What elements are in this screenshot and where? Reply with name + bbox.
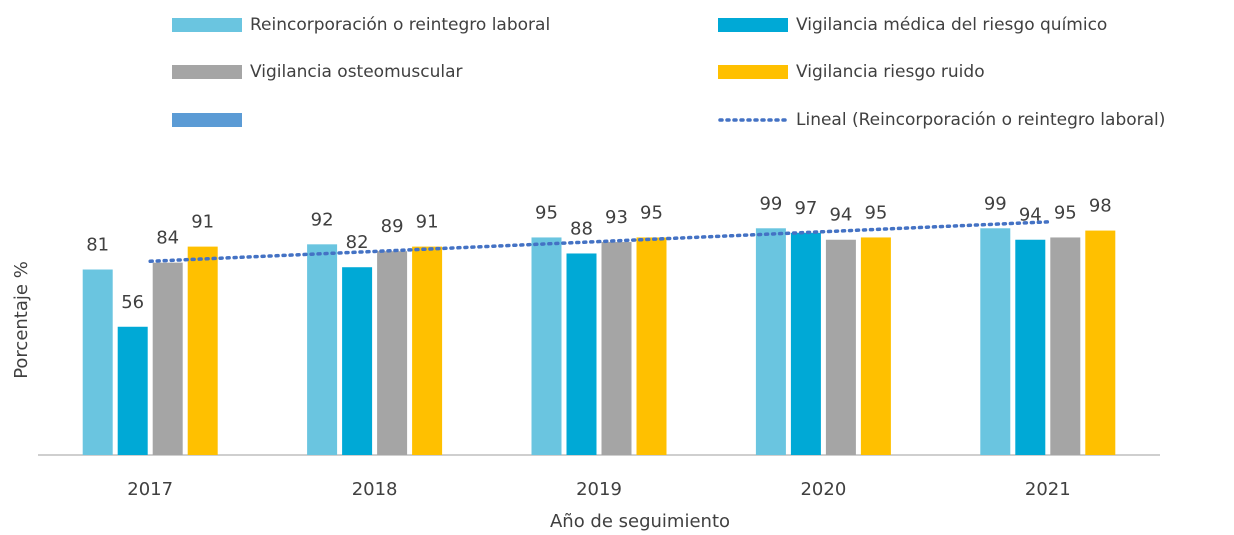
bar — [412, 246, 443, 455]
data-label: 99 — [759, 193, 782, 214]
bar — [790, 232, 821, 455]
bar — [1050, 237, 1081, 455]
x-tick-label: 2017 — [127, 479, 173, 500]
bar — [636, 237, 667, 455]
data-label: 98 — [1089, 196, 1112, 217]
bar — [755, 228, 786, 455]
data-label: 94 — [1019, 205, 1042, 226]
data-label: 82 — [346, 232, 369, 253]
trend-line — [148, 220, 1050, 264]
bar — [1085, 230, 1116, 455]
x-tick-label: 2019 — [576, 479, 622, 500]
bar — [566, 253, 597, 455]
y-axis-label: Porcentaje % — [11, 261, 32, 379]
data-label: 95 — [535, 202, 558, 223]
bar — [82, 269, 113, 455]
data-label: 97 — [794, 198, 817, 219]
bar — [1015, 239, 1046, 455]
data-label: 95 — [1054, 202, 1077, 223]
data-label: 95 — [640, 202, 663, 223]
legend-swatch — [172, 65, 242, 79]
data-label: 91 — [416, 212, 439, 233]
bar — [307, 244, 338, 455]
bar — [531, 237, 562, 455]
data-label: 88 — [570, 218, 593, 239]
bar — [187, 246, 218, 455]
data-label: 56 — [121, 292, 144, 313]
bar — [342, 267, 373, 455]
x-axis-label: Año de seguimiento — [550, 511, 730, 532]
bar — [860, 237, 891, 455]
data-label: 99 — [984, 193, 1007, 214]
legend-swatch — [718, 65, 788, 79]
data-label: 93 — [605, 207, 628, 228]
bar — [152, 262, 183, 455]
legend-swatch — [172, 18, 242, 32]
bar — [980, 228, 1011, 455]
legend-swatch — [172, 113, 242, 127]
data-label: 84 — [156, 228, 179, 249]
legend-label: Vigilancia riesgo ruido — [796, 62, 985, 82]
bar — [825, 239, 856, 455]
x-tick-label: 2020 — [800, 479, 846, 500]
data-label: 91 — [191, 212, 214, 233]
data-label: 92 — [311, 209, 334, 230]
legend-label: Reincorporación o reintegro laboral — [250, 15, 550, 35]
bar — [117, 326, 148, 455]
legend-label: Vigilancia osteomuscular — [250, 62, 463, 82]
data-label: 94 — [829, 205, 852, 226]
legend-label: Lineal (Reincorporación o reintegro labo… — [796, 110, 1165, 130]
bar — [377, 251, 408, 455]
data-label: 95 — [864, 202, 887, 223]
data-label: 89 — [381, 216, 404, 237]
bar — [601, 242, 632, 455]
data-label: 81 — [86, 235, 109, 256]
x-tick-label: 2021 — [1025, 479, 1071, 500]
legend-label: Vigilancia médica del riesgo químico — [796, 15, 1107, 35]
x-tick-label: 2018 — [352, 479, 398, 500]
legend-swatch — [718, 18, 788, 32]
